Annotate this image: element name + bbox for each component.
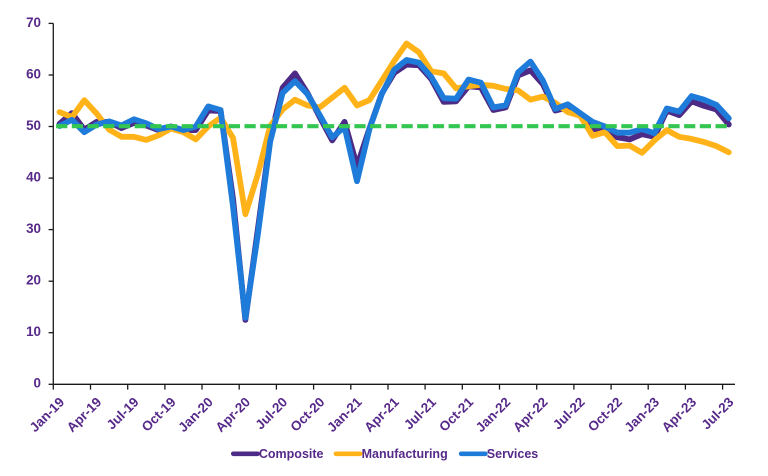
svg-text:Composite: Composite bbox=[259, 447, 324, 461]
svg-text:60: 60 bbox=[26, 66, 41, 81]
svg-text:40: 40 bbox=[26, 170, 41, 185]
svg-text:70: 70 bbox=[26, 15, 41, 30]
svg-text:10: 10 bbox=[26, 324, 41, 339]
svg-text:50: 50 bbox=[26, 118, 41, 133]
svg-text:Manufacturing: Manufacturing bbox=[362, 447, 448, 461]
svg-text:Services: Services bbox=[487, 447, 538, 461]
svg-text:30: 30 bbox=[26, 221, 41, 236]
svg-text:20: 20 bbox=[26, 273, 41, 288]
svg-text:0: 0 bbox=[34, 376, 41, 391]
